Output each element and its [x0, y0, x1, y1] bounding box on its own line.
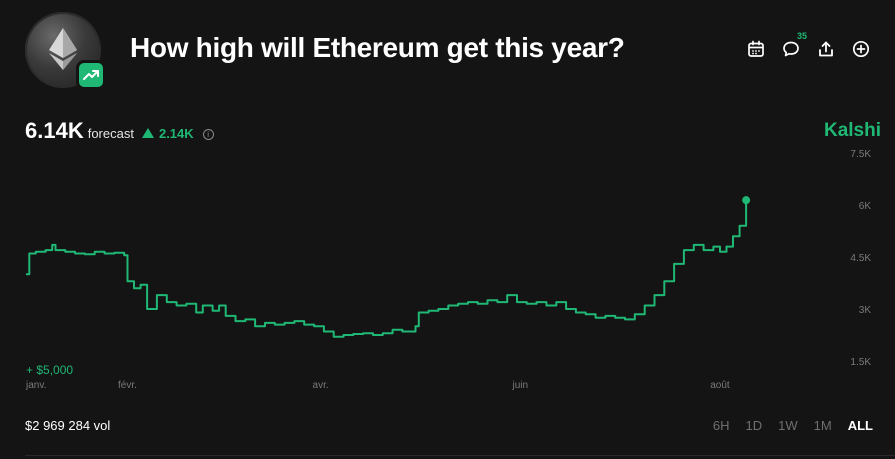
divider	[25, 455, 895, 456]
time-range-selector: 6H 1D 1W 1M ALL	[713, 418, 873, 433]
range-1m[interactable]: 1M	[813, 418, 832, 433]
x-tick-label: juin	[511, 380, 528, 391]
x-tick-label: août	[710, 380, 730, 391]
forecast-value: 6.14K	[25, 118, 84, 143]
chart-annotation: + $5,000	[26, 363, 73, 377]
range-6h[interactable]: 6H	[712, 418, 730, 433]
y-tick-label: 1.5K	[850, 357, 871, 368]
forecast-series-line	[26, 200, 748, 338]
comment-count: 35	[796, 31, 807, 41]
ethereum-logo	[25, 12, 101, 88]
trending-up-icon	[83, 70, 99, 80]
forecast-summary: 6.14K forecast 2.14K i	[25, 118, 214, 144]
forecast-label: forecast	[87, 126, 134, 141]
up-arrow-icon	[141, 128, 154, 138]
x-tick-label: janv.	[25, 380, 46, 391]
y-tick-label: 3K	[859, 305, 872, 316]
volume-label: $2 969 284 vol	[25, 418, 111, 433]
forecast-chart[interactable]: 7.5K 6K 4.5K 3K 1.5K janv. févr. avr. juin août + …	[0, 140, 895, 395]
add-icon	[852, 40, 870, 58]
trending-badge	[76, 60, 106, 90]
y-tick-label: 4.5K	[850, 253, 871, 264]
x-tick-label: avr.	[313, 380, 329, 391]
brand-logo: Kalshi	[823, 120, 881, 141]
comment-icon	[783, 41, 799, 57]
forecast-change: 2.14K	[158, 126, 194, 141]
x-tick-label: févr.	[118, 380, 137, 391]
range-all[interactable]: ALL	[847, 418, 873, 433]
add-button[interactable]	[850, 38, 872, 60]
market-header: How high will Ethereum get this year? 35	[0, 0, 895, 100]
info-icon[interactable]: i	[202, 129, 214, 140]
range-1d[interactable]: 1D	[745, 418, 763, 433]
range-1w[interactable]: 1W	[778, 418, 798, 433]
ethereum-icon	[49, 28, 77, 70]
header-actions: 35	[745, 31, 872, 60]
y-tick-label: 6K	[859, 201, 872, 212]
calendar-button[interactable]	[745, 38, 767, 60]
page-title: How high will Ethereum get this year?	[130, 32, 625, 63]
y-tick-label: 7.5K	[850, 149, 871, 160]
share-icon	[819, 41, 833, 57]
current-value-point	[742, 196, 751, 205]
share-button[interactable]	[815, 38, 837, 60]
calendar-icon	[748, 40, 764, 57]
comments-button[interactable]: 35	[780, 31, 807, 60]
